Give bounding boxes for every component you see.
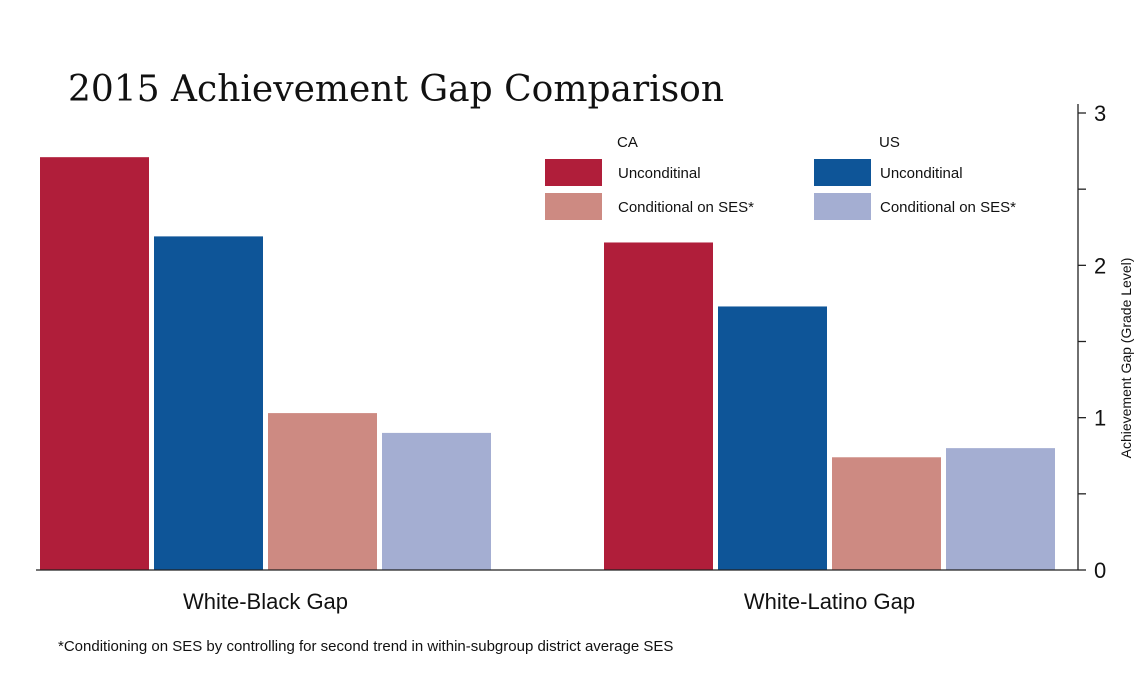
bar-2-3 xyxy=(832,457,941,570)
x-category-label: White-Latino Gap xyxy=(744,589,915,614)
legend-label: Conditional on SES* xyxy=(618,199,754,216)
legend-swatch xyxy=(545,159,602,186)
bar-1-1 xyxy=(40,157,149,570)
legend-group-title: CA xyxy=(617,134,638,151)
y-tick-label: 2 xyxy=(1094,253,1106,278)
axes-layer: 0 1 2 3 xyxy=(36,101,1106,583)
legend-group-title: US xyxy=(879,134,900,151)
footnote: *Conditioning on SES by controlling for … xyxy=(58,638,673,655)
legend: CA US Unconditinal Conditional on SES* Uncon… xyxy=(545,134,1016,220)
legend-label: Unconditinal xyxy=(880,165,963,182)
chart-title: 2015 Achievement Gap Comparison xyxy=(68,69,724,110)
y-tick-label: 1 xyxy=(1094,406,1106,431)
bar-2-4 xyxy=(946,448,1055,570)
legend-label: Unconditinal xyxy=(618,165,701,182)
bar-1-3 xyxy=(268,413,377,570)
y-tick-label: 3 xyxy=(1094,101,1106,126)
y-axis-label: Achievement Gap (Grade Level) xyxy=(1118,258,1134,459)
bar-1-2 xyxy=(154,236,263,570)
x-category-label: White-Black Gap xyxy=(183,589,348,614)
y-tick-label: 0 xyxy=(1094,558,1106,583)
legend-swatch xyxy=(814,193,871,220)
bar-2-2 xyxy=(718,306,827,570)
legend-swatch xyxy=(814,159,871,186)
legend-swatch xyxy=(545,193,602,220)
legend-label: Conditional on SES* xyxy=(880,199,1016,216)
bars-layer: White-Black Gap White-Latino Gap xyxy=(40,157,1055,614)
bar-2-1 xyxy=(604,242,713,570)
bar-1-4 xyxy=(382,432,491,570)
